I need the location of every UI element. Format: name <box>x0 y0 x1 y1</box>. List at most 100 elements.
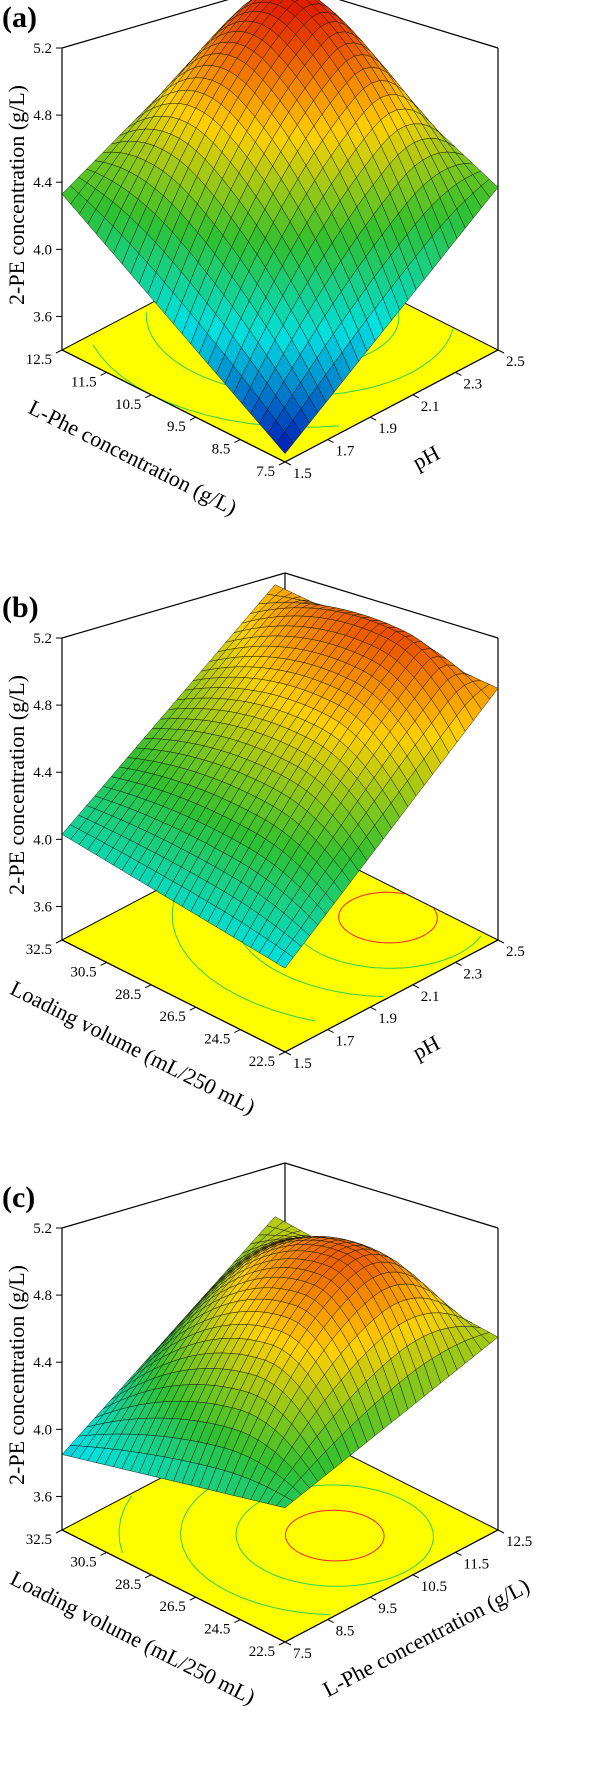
left-tick-mark <box>234 1619 241 1624</box>
z-tick-label: 4.4 <box>33 765 52 781</box>
right-tick-label: 1.7 <box>336 1034 355 1050</box>
axis-ticks: 3.6 4.0 4.4 4.8 5.2 12.5 11.5 10.5 9.5 8.5 7.5 1.5 1… <box>26 41 525 482</box>
left-tick-mark <box>144 984 152 989</box>
z-tick-label: 4.4 <box>33 175 52 191</box>
right-tick-label: 1.7 <box>336 444 355 460</box>
z-tick-label: 4.8 <box>33 1288 52 1304</box>
z-tick-label: 5.2 <box>33 1221 52 1237</box>
response-surface <box>61 0 499 454</box>
panel-letter: (b) <box>2 591 39 624</box>
floor-contour-line <box>338 891 438 944</box>
left-tick-mark <box>55 1529 63 1534</box>
surface-plot-svg: (a) 3.6 4.0 4.4 4.8 5.2 12.5 11.5 10.5 9.5 8.5 7.5… <box>2 0 525 520</box>
floor-right-edge <box>284 939 499 1053</box>
left-tick-mark <box>100 1551 107 1556</box>
z-tick-label: 4.4 <box>33 1355 52 1371</box>
left-tick-label: 8.5 <box>212 442 231 458</box>
z-tick-label: 4.0 <box>33 242 52 258</box>
left-tick-mark <box>100 371 107 376</box>
left-tick-label: 10.5 <box>115 397 141 413</box>
right-axis-title: pH <box>408 440 444 475</box>
floor-contour-line <box>284 1509 385 1562</box>
right-tick-label: 1.5 <box>293 1056 312 1072</box>
right-tick-label: 2.3 <box>463 376 482 392</box>
right-tick-mark <box>284 1051 292 1056</box>
floor-contour-line <box>235 1484 434 1587</box>
surface-cell <box>276 431 294 454</box>
surface-plot-svg: (c) 3.6 4.0 4.4 4.8 5.2 32.5 30.5 28.5 26.5 24.5 2… <box>2 1162 534 1709</box>
floor-left-edge <box>61 349 286 463</box>
left-tick-mark <box>144 1574 152 1579</box>
box-back-edges <box>61 1162 499 1530</box>
left-tick-mark <box>189 416 197 421</box>
left-tick-label: 32.5 <box>26 1532 52 1548</box>
axis-ticks: 3.6 4.0 4.4 4.8 5.2 32.5 30.5 28.5 26.5 24.5 22.5 1… <box>26 631 525 1072</box>
right-tick-label: 11.5 <box>463 1556 489 1572</box>
floor-contour-line <box>171 877 316 1022</box>
left-tick-label: 30.5 <box>70 964 96 980</box>
right-tick-mark <box>369 1006 377 1011</box>
floor-right-edge <box>284 349 499 463</box>
right-tick-mark <box>455 371 462 376</box>
box-front-edges <box>61 349 499 463</box>
right-tick-mark <box>455 1551 462 1556</box>
right-tick-label: 2.5 <box>506 944 525 960</box>
right-tick-label: 8.5 <box>336 1624 355 1640</box>
right-tick-label: 2.3 <box>463 966 482 982</box>
right-tick-label: 2.1 <box>421 989 440 1005</box>
z-tick-label: 3.6 <box>33 899 52 915</box>
right-tick-mark <box>369 1596 377 1601</box>
box-front-edges <box>61 939 499 1053</box>
right-axis-title: pH <box>408 1030 444 1065</box>
left-tick-label: 12.5 <box>26 352 52 368</box>
right-tick-mark <box>327 1619 334 1624</box>
left-tick-label: 22.5 <box>249 1054 275 1070</box>
box-top-left-edge <box>61 572 286 639</box>
left-tick-label: 7.5 <box>256 464 275 480</box>
z-axis-title: 2-PE concentration (g/L) <box>4 1265 29 1485</box>
left-tick-mark <box>278 1641 286 1646</box>
z-tick-label: 3.6 <box>33 309 52 325</box>
z-axis-title: 2-PE concentration (g/L) <box>4 675 29 895</box>
response-surface <box>61 584 499 969</box>
floor-left-edge <box>61 939 286 1053</box>
left-tick-label: 24.5 <box>204 1622 230 1638</box>
left-tick-label: 9.5 <box>167 419 186 435</box>
z-tick-label: 5.2 <box>33 41 52 57</box>
left-tick-label: 26.5 <box>160 1009 186 1025</box>
right-tick-mark <box>369 416 377 421</box>
right-tick-mark <box>327 439 334 444</box>
right-tick-label: 9.5 <box>378 1601 397 1617</box>
left-tick-label: 22.5 <box>249 1644 275 1660</box>
surface-plot-c: (c) 3.6 4.0 4.4 4.8 5.2 32.5 30.5 28.5 26.5 24.5 2… <box>0 1162 594 1770</box>
left-tick-mark <box>234 439 241 444</box>
right-tick-mark <box>455 961 462 966</box>
panel-letter: (c) <box>2 1181 35 1214</box>
box-top-right-edge <box>284 1162 499 1229</box>
right-tick-mark <box>497 349 505 354</box>
box-top-right-edge <box>338 0 499 49</box>
right-tick-label: 2.1 <box>421 399 440 415</box>
right-tick-mark <box>497 939 505 944</box>
right-tick-mark <box>412 984 420 989</box>
left-tick-mark <box>55 939 63 944</box>
left-tick-mark <box>144 394 152 399</box>
right-tick-label: 12.5 <box>506 1534 532 1550</box>
z-tick-label: 4.8 <box>33 698 52 714</box>
z-axis-title: 2-PE concentration (g/L) <box>4 85 29 305</box>
left-tick-label: 32.5 <box>26 942 52 958</box>
z-tick-label: 3.6 <box>33 1489 52 1505</box>
left-tick-label: 26.5 <box>160 1599 186 1615</box>
z-tick-label: 4.0 <box>33 1422 52 1438</box>
response-surface <box>61 1216 499 1509</box>
left-tick-label: 24.5 <box>204 1032 230 1048</box>
left-tick-label: 11.5 <box>71 374 97 390</box>
right-tick-mark <box>412 1574 420 1579</box>
right-tick-mark <box>497 1529 505 1534</box>
floor-left-edge <box>61 1529 286 1643</box>
right-tick-mark <box>412 394 420 399</box>
surface-cell <box>275 1495 294 1509</box>
left-tick-mark <box>55 349 63 354</box>
left-tick-label: 30.5 <box>70 1554 96 1570</box>
right-tick-mark <box>284 461 292 466</box>
